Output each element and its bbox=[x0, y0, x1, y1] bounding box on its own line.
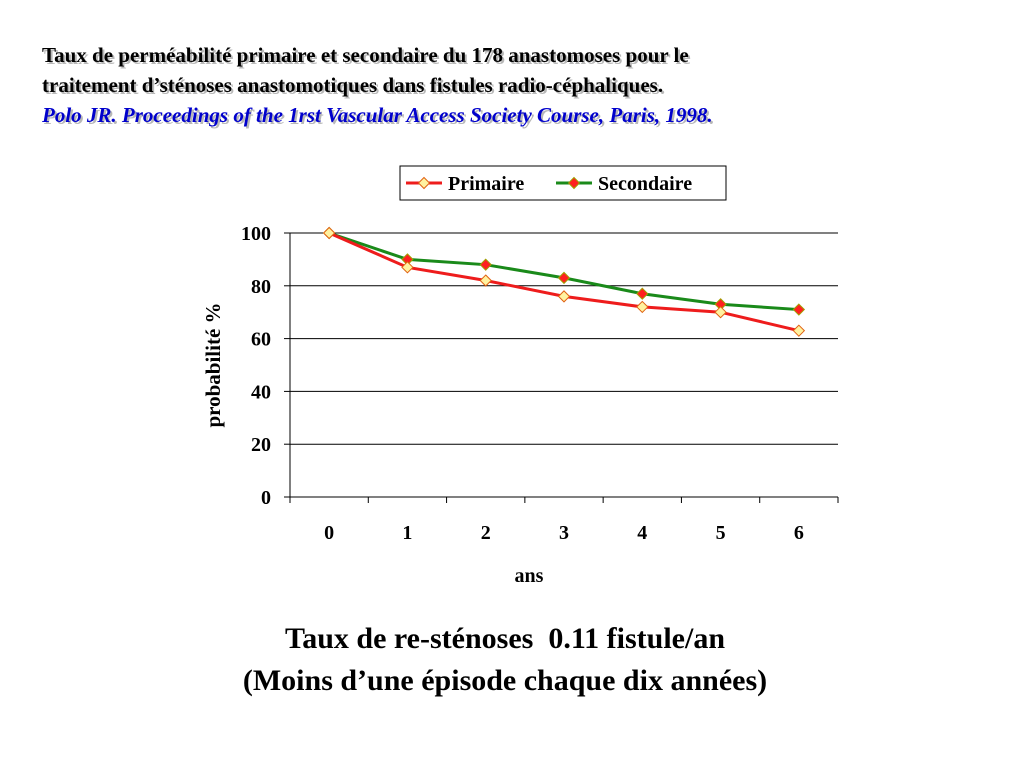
x-tick-label: 1 bbox=[402, 522, 412, 544]
y-tick-label: 20 bbox=[251, 434, 271, 456]
slide-title-line-1: Taux de perméabilité primaire et seconda… bbox=[42, 43, 689, 67]
data-point-primaire bbox=[479, 274, 492, 287]
y-tick-label: 40 bbox=[251, 381, 271, 403]
y-axis-title: probabilité % bbox=[201, 302, 225, 427]
data-point-primaire bbox=[636, 300, 649, 314]
legend-swatch-marker bbox=[417, 176, 431, 190]
y-tick-label: 80 bbox=[251, 276, 271, 298]
citation: Polo JR. Proceedings of the 1rst Vascula… bbox=[42, 103, 713, 127]
restenosis-rate-text: Taux de re-sténoses 0.11 fistule/an bbox=[284, 622, 726, 655]
data-point-secondaire bbox=[557, 271, 571, 285]
x-tick-label: 0 bbox=[324, 522, 334, 544]
y-tick-label: 60 bbox=[251, 329, 271, 351]
data-point-secondaire bbox=[479, 258, 492, 271]
data-point-primaire bbox=[792, 324, 806, 337]
x-tick-label: 2 bbox=[481, 522, 491, 544]
x-tick-label: 6 bbox=[794, 522, 804, 544]
legend-label: Primaire bbox=[448, 173, 524, 195]
data-point-secondaire bbox=[792, 303, 806, 316]
x-axis-title: ans bbox=[515, 565, 544, 587]
data-point-primaire bbox=[322, 226, 336, 240]
x-tick-label: 3 bbox=[559, 522, 569, 544]
data-point-secondaire bbox=[636, 287, 649, 300]
x-tick-label: 4 bbox=[637, 522, 647, 544]
slide-footer: Taux de re-sténoses 0.11 fistule/an (Moi… bbox=[0, 618, 1010, 702]
y-tick-label: 100 bbox=[241, 223, 271, 245]
slide-header: Taux de perméabilité primaire et seconda… bbox=[42, 40, 1002, 130]
legend-label: Secondaire bbox=[598, 173, 692, 195]
data-point-primaire bbox=[401, 261, 414, 274]
y-tick-label: 0 bbox=[261, 487, 271, 509]
legend-swatch-marker bbox=[567, 176, 581, 190]
episode-frequency-text: (Moins d’une épisode chaque dix années) bbox=[242, 664, 768, 697]
slide-title-line-2: traitement d’sténoses anastomotiques dan… bbox=[42, 73, 664, 97]
data-point-primaire bbox=[714, 305, 727, 319]
data-point-primaire bbox=[557, 290, 571, 303]
x-tick-label: 5 bbox=[716, 522, 726, 544]
